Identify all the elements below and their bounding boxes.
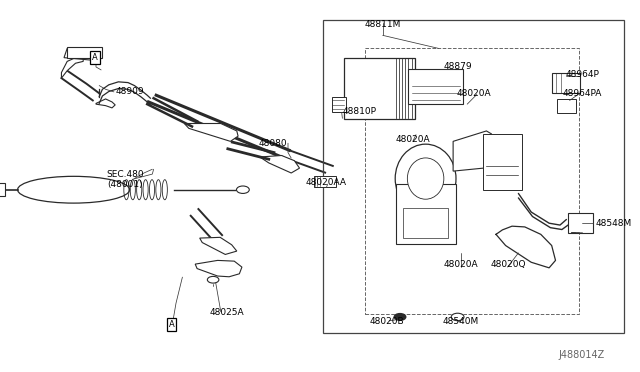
Text: 48810P: 48810P: [342, 107, 376, 116]
Bar: [408, 69, 463, 104]
Text: 48020AA: 48020AA: [306, 178, 347, 187]
Text: 48879: 48879: [444, 62, 472, 71]
Text: 48020A: 48020A: [444, 260, 478, 269]
Polygon shape: [96, 99, 115, 108]
Text: 48909: 48909: [115, 87, 144, 96]
Bar: [365, 48, 579, 314]
Circle shape: [207, 276, 219, 283]
Text: 48020Q: 48020Q: [491, 260, 527, 269]
Text: 48025A: 48025A: [210, 308, 244, 317]
Text: (48001): (48001): [107, 180, 143, 189]
Bar: [557, 99, 576, 113]
Text: J488014Z: J488014Z: [559, 350, 605, 360]
Polygon shape: [61, 58, 83, 78]
Text: 48964PA: 48964PA: [563, 89, 602, 97]
Text: 48080: 48080: [258, 139, 287, 148]
Circle shape: [394, 314, 406, 320]
Bar: [0, 183, 6, 196]
Text: A: A: [92, 53, 97, 62]
Bar: [483, 134, 522, 190]
Text: 48964P: 48964P: [566, 70, 599, 79]
Text: 48540M: 48540M: [443, 317, 479, 326]
Bar: [568, 213, 593, 232]
Text: 48548M: 48548M: [595, 219, 632, 228]
Text: 48811M: 48811M: [365, 20, 401, 29]
Text: 48020A: 48020A: [456, 89, 491, 97]
Bar: [332, 97, 346, 112]
Polygon shape: [195, 260, 242, 277]
Bar: [67, 46, 102, 58]
Bar: [552, 73, 580, 93]
Bar: [323, 20, 624, 333]
Circle shape: [237, 186, 250, 193]
Polygon shape: [184, 124, 238, 141]
Bar: [314, 176, 336, 187]
Polygon shape: [453, 131, 492, 171]
Polygon shape: [64, 48, 99, 60]
Bar: [344, 58, 415, 119]
Text: 48020B: 48020B: [370, 317, 404, 326]
Polygon shape: [260, 155, 300, 173]
Text: A: A: [169, 320, 174, 329]
Bar: [396, 184, 456, 244]
Ellipse shape: [396, 144, 456, 213]
Text: 48020A: 48020A: [396, 135, 430, 144]
Circle shape: [451, 313, 464, 321]
Text: SEC.480: SEC.480: [106, 170, 143, 179]
Ellipse shape: [408, 158, 444, 199]
Polygon shape: [200, 237, 237, 254]
Ellipse shape: [18, 176, 130, 203]
Bar: [403, 208, 448, 238]
